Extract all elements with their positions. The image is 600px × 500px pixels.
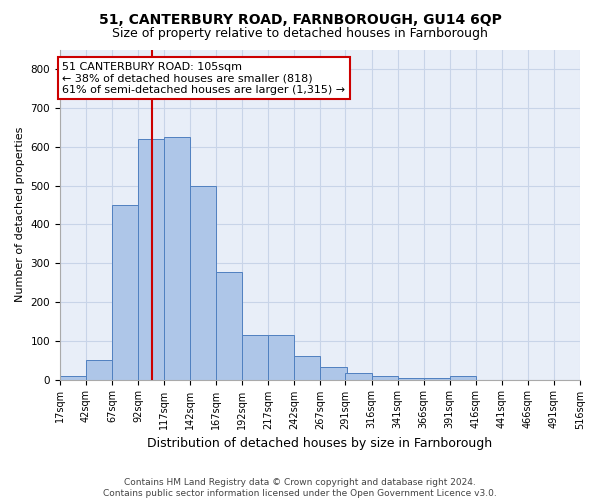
- Bar: [450, 376, 476, 380]
- Bar: [60, 376, 86, 380]
- Bar: [216, 272, 242, 380]
- Y-axis label: Number of detached properties: Number of detached properties: [15, 127, 25, 302]
- Text: Contains HM Land Registry data © Crown copyright and database right 2024.
Contai: Contains HM Land Registry data © Crown c…: [103, 478, 497, 498]
- Bar: [320, 367, 347, 380]
- Text: 51, CANTERBURY ROAD, FARNBOROUGH, GU14 6QP: 51, CANTERBURY ROAD, FARNBOROUGH, GU14 6…: [98, 12, 502, 26]
- Bar: [398, 378, 424, 380]
- Text: Size of property relative to detached houses in Farnborough: Size of property relative to detached ho…: [112, 28, 488, 40]
- Bar: [138, 139, 164, 380]
- Bar: [112, 205, 138, 380]
- Bar: [295, 356, 320, 380]
- Bar: [268, 335, 295, 380]
- Bar: [190, 186, 216, 380]
- Bar: [346, 372, 371, 380]
- Bar: [371, 376, 398, 380]
- Bar: [164, 137, 190, 380]
- X-axis label: Distribution of detached houses by size in Farnborough: Distribution of detached houses by size …: [148, 437, 493, 450]
- Bar: [424, 378, 450, 380]
- Bar: [242, 335, 268, 380]
- Text: 51 CANTERBURY ROAD: 105sqm
← 38% of detached houses are smaller (818)
61% of sem: 51 CANTERBURY ROAD: 105sqm ← 38% of deta…: [62, 62, 345, 95]
- Bar: [86, 360, 112, 380]
